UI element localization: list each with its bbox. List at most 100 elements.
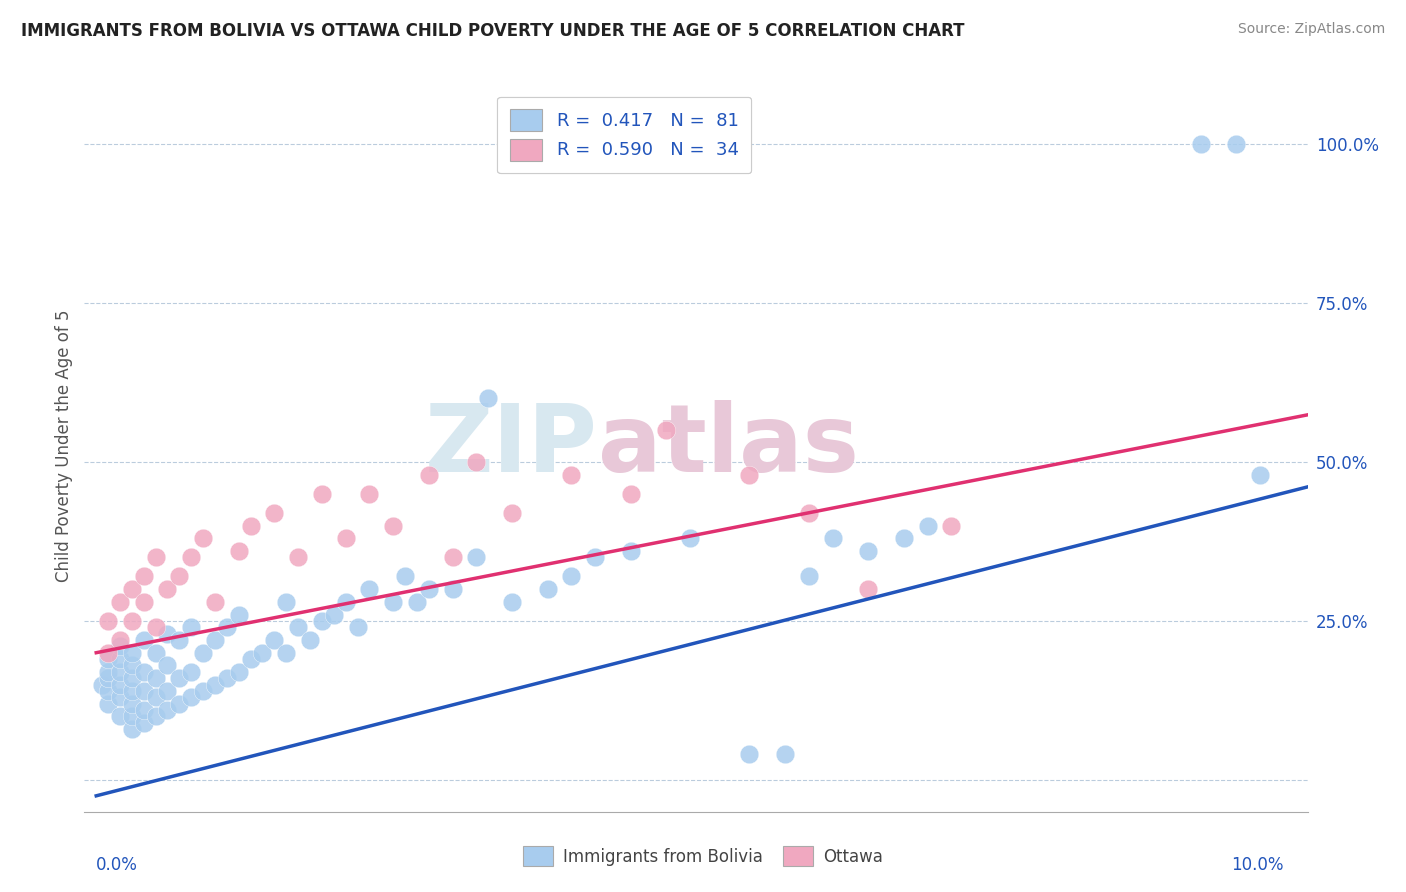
Point bbox=[97, 671, 120, 685]
Point bbox=[156, 684, 179, 698]
Point bbox=[204, 595, 226, 609]
Point bbox=[359, 582, 381, 596]
Point bbox=[418, 582, 440, 596]
Point bbox=[108, 665, 131, 679]
Point bbox=[501, 506, 523, 520]
Point bbox=[169, 697, 191, 711]
Point bbox=[132, 715, 155, 730]
Point bbox=[501, 595, 523, 609]
Text: 0.0%: 0.0% bbox=[96, 856, 138, 874]
Point bbox=[298, 632, 321, 647]
Point bbox=[797, 569, 820, 583]
Point bbox=[108, 632, 131, 647]
Point bbox=[169, 569, 191, 583]
Point bbox=[169, 671, 191, 685]
Point bbox=[121, 709, 143, 723]
Point bbox=[108, 690, 131, 705]
Point bbox=[191, 531, 214, 545]
Point bbox=[560, 569, 582, 583]
Point bbox=[797, 506, 820, 520]
Point bbox=[620, 486, 643, 500]
Point bbox=[91, 677, 114, 691]
Point bbox=[97, 646, 120, 660]
Point bbox=[156, 582, 179, 596]
Point bbox=[156, 626, 179, 640]
Point bbox=[108, 709, 131, 723]
Point bbox=[263, 632, 285, 647]
Point bbox=[821, 531, 844, 545]
Point bbox=[108, 652, 131, 666]
Point bbox=[180, 620, 202, 634]
Point bbox=[156, 703, 179, 717]
Point bbox=[856, 544, 879, 558]
Point bbox=[97, 665, 120, 679]
Point bbox=[263, 506, 285, 520]
Point bbox=[287, 550, 309, 565]
Point bbox=[132, 569, 155, 583]
Point bbox=[477, 392, 499, 406]
Point bbox=[156, 658, 179, 673]
Point bbox=[252, 646, 274, 660]
Point bbox=[108, 640, 131, 654]
Point bbox=[180, 690, 202, 705]
Point bbox=[121, 671, 143, 685]
Point bbox=[180, 665, 202, 679]
Point bbox=[145, 690, 167, 705]
Point bbox=[311, 614, 333, 628]
Point bbox=[276, 595, 298, 609]
Text: 10.0%: 10.0% bbox=[1232, 856, 1284, 874]
Text: ZIP: ZIP bbox=[425, 400, 598, 492]
Point bbox=[97, 614, 120, 628]
Point bbox=[121, 582, 143, 596]
Point bbox=[382, 595, 405, 609]
Point bbox=[335, 595, 357, 609]
Point bbox=[108, 677, 131, 691]
Point bbox=[441, 582, 464, 596]
Point bbox=[145, 709, 167, 723]
Point bbox=[679, 531, 702, 545]
Point bbox=[121, 722, 143, 736]
Point bbox=[228, 607, 250, 622]
Point bbox=[204, 677, 226, 691]
Point bbox=[382, 518, 405, 533]
Point bbox=[180, 550, 202, 565]
Point bbox=[893, 531, 915, 545]
Point bbox=[132, 595, 155, 609]
Point bbox=[191, 684, 214, 698]
Point bbox=[1189, 136, 1212, 151]
Point bbox=[204, 632, 226, 647]
Point bbox=[215, 620, 238, 634]
Point bbox=[917, 518, 939, 533]
Point bbox=[121, 646, 143, 660]
Point bbox=[322, 607, 344, 622]
Point bbox=[145, 646, 167, 660]
Point bbox=[287, 620, 309, 634]
Point bbox=[97, 652, 120, 666]
Point bbox=[655, 423, 678, 437]
Point bbox=[132, 703, 155, 717]
Point bbox=[738, 467, 761, 482]
Point bbox=[1225, 136, 1247, 151]
Point bbox=[145, 550, 167, 565]
Point bbox=[239, 652, 262, 666]
Point bbox=[121, 697, 143, 711]
Legend: R =  0.417   N =  81, R =  0.590   N =  34: R = 0.417 N = 81, R = 0.590 N = 34 bbox=[498, 96, 751, 173]
Point bbox=[465, 550, 488, 565]
Point bbox=[145, 620, 167, 634]
Point bbox=[311, 486, 333, 500]
Point bbox=[536, 582, 558, 596]
Point bbox=[121, 658, 143, 673]
Point bbox=[132, 665, 155, 679]
Point bbox=[191, 646, 214, 660]
Point bbox=[108, 595, 131, 609]
Text: atlas: atlas bbox=[598, 400, 859, 492]
Legend: Immigrants from Bolivia, Ottawa: Immigrants from Bolivia, Ottawa bbox=[515, 838, 891, 875]
Point bbox=[97, 697, 120, 711]
Point bbox=[560, 467, 582, 482]
Point bbox=[215, 671, 238, 685]
Point bbox=[239, 518, 262, 533]
Point bbox=[418, 467, 440, 482]
Point bbox=[145, 671, 167, 685]
Point bbox=[121, 684, 143, 698]
Point bbox=[132, 684, 155, 698]
